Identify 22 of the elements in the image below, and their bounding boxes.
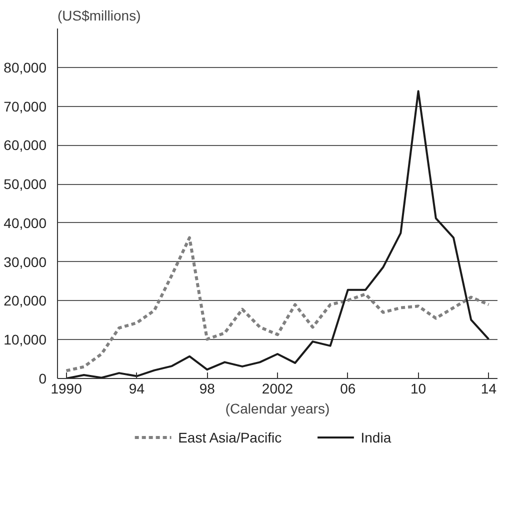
- x-tick-label: 98: [199, 380, 216, 396]
- y-tick-label: 80,000: [4, 59, 47, 76]
- y-tick-label: 20,000: [4, 292, 47, 309]
- y-tick-label: 50,000: [4, 176, 47, 192]
- y-tick-label: 40,000: [4, 214, 47, 231]
- x-tick-label: 1990: [50, 380, 82, 396]
- legend-label: East Asia/Pacific: [178, 430, 282, 446]
- x-tick-label: 2002: [262, 380, 294, 396]
- line-series: [65, 90, 490, 378]
- y-axis-title: (US$millions): [58, 8, 141, 24]
- y-tick-label: 30,000: [4, 254, 47, 270]
- x-tick-label: 06: [340, 380, 356, 396]
- y-tick-label: 10,000: [4, 332, 47, 348]
- line-series: [64, 236, 490, 372]
- y-tick-label: 60,000: [4, 137, 47, 154]
- legend-label: India: [360, 430, 392, 446]
- x-tick-label: 94: [128, 380, 145, 396]
- x-tick-label: 14: [480, 380, 497, 396]
- x-axis-title: (Calendar years): [225, 400, 330, 416]
- x-tick-label: 10: [410, 380, 426, 396]
- y-tick-label: 0: [38, 370, 47, 386]
- y-tick-label: 70,000: [4, 98, 47, 114]
